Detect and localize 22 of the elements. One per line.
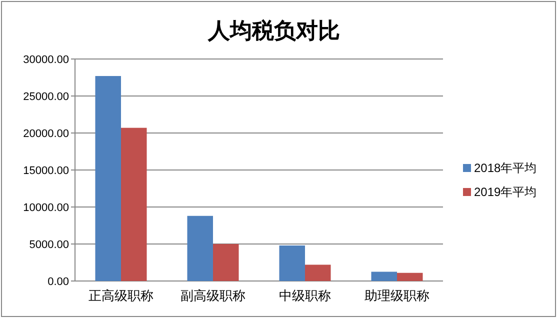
y-tick-label: 0.00 [48, 276, 69, 288]
y-tick-label: 5000.00 [29, 239, 69, 251]
x-tick-label: 中级职称 [279, 288, 331, 303]
bar [121, 128, 147, 281]
y-tick-label: 10000.00 [23, 202, 69, 214]
legend-label: 2018年平均 [474, 161, 537, 175]
x-tick-label: 副高级职称 [180, 288, 246, 303]
x-tick-label: 正高级职称 [88, 288, 154, 303]
bar [397, 272, 423, 281]
x-tick-label: 助理级职称 [364, 288, 430, 303]
y-tick-label: 15000.00 [23, 165, 69, 177]
bar [371, 272, 397, 281]
bar [305, 264, 331, 281]
bar [279, 245, 305, 281]
y-tick-label: 20000.00 [23, 128, 69, 140]
chart-title: 人均税负对比 [207, 18, 340, 43]
y-tick-label: 30000.00 [23, 54, 69, 66]
bar [95, 76, 121, 281]
legend-label: 2019年平均 [474, 185, 537, 199]
y-tick-label: 25000.00 [23, 91, 69, 103]
bar [187, 216, 213, 281]
bar [213, 244, 239, 281]
